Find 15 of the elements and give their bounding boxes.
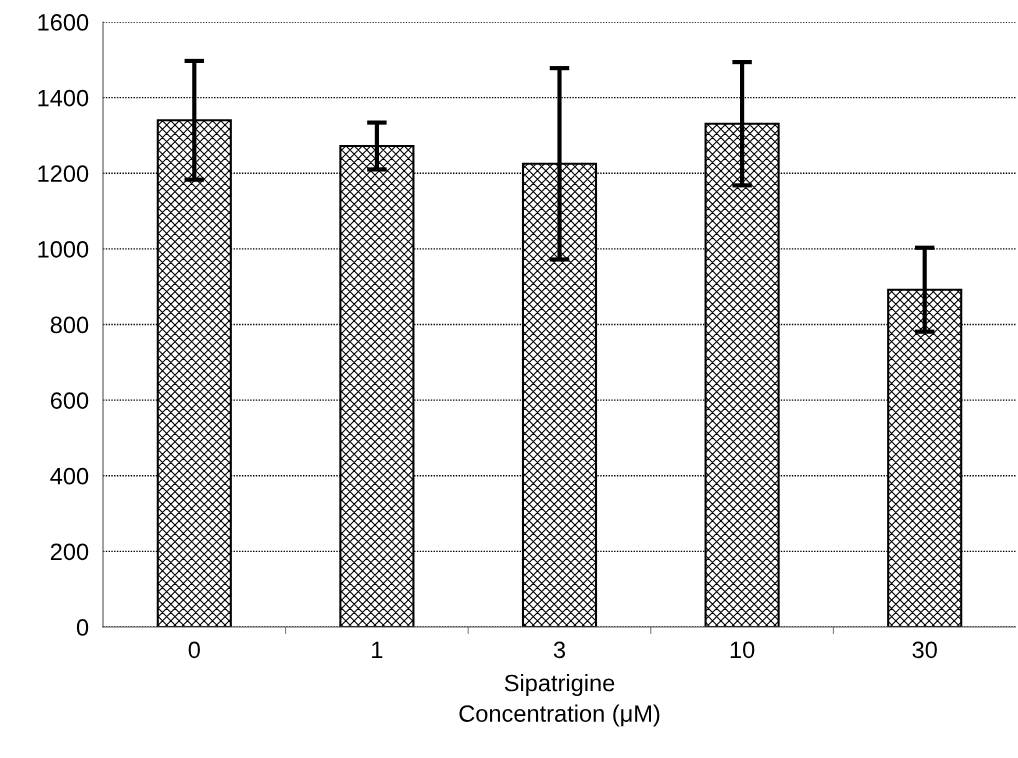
y-tick-label: 1600 <box>38 14 89 31</box>
y-tick-label: 200 <box>50 543 89 561</box>
y-tick-label: 800 <box>50 316 89 334</box>
x-tick-label: 0 <box>188 641 200 659</box>
y-tick-label: 1400 <box>38 89 89 107</box>
x-tick-label: 1 <box>372 641 383 658</box>
y-tick-label: 0 <box>76 619 89 636</box>
y-tick-label: 1200 <box>38 165 89 183</box>
y-tick-label: 600 <box>50 392 89 409</box>
x-tick-label: 10 <box>730 641 755 659</box>
x-tick-label: 30 <box>912 641 937 659</box>
y-tick-label: 1000 <box>38 240 89 258</box>
y-tick-label: 400 <box>50 467 89 485</box>
x-axis-title: Sipatrigine Concentration (μM) <box>459 674 660 727</box>
x-tick-label: 3 <box>553 641 566 659</box>
